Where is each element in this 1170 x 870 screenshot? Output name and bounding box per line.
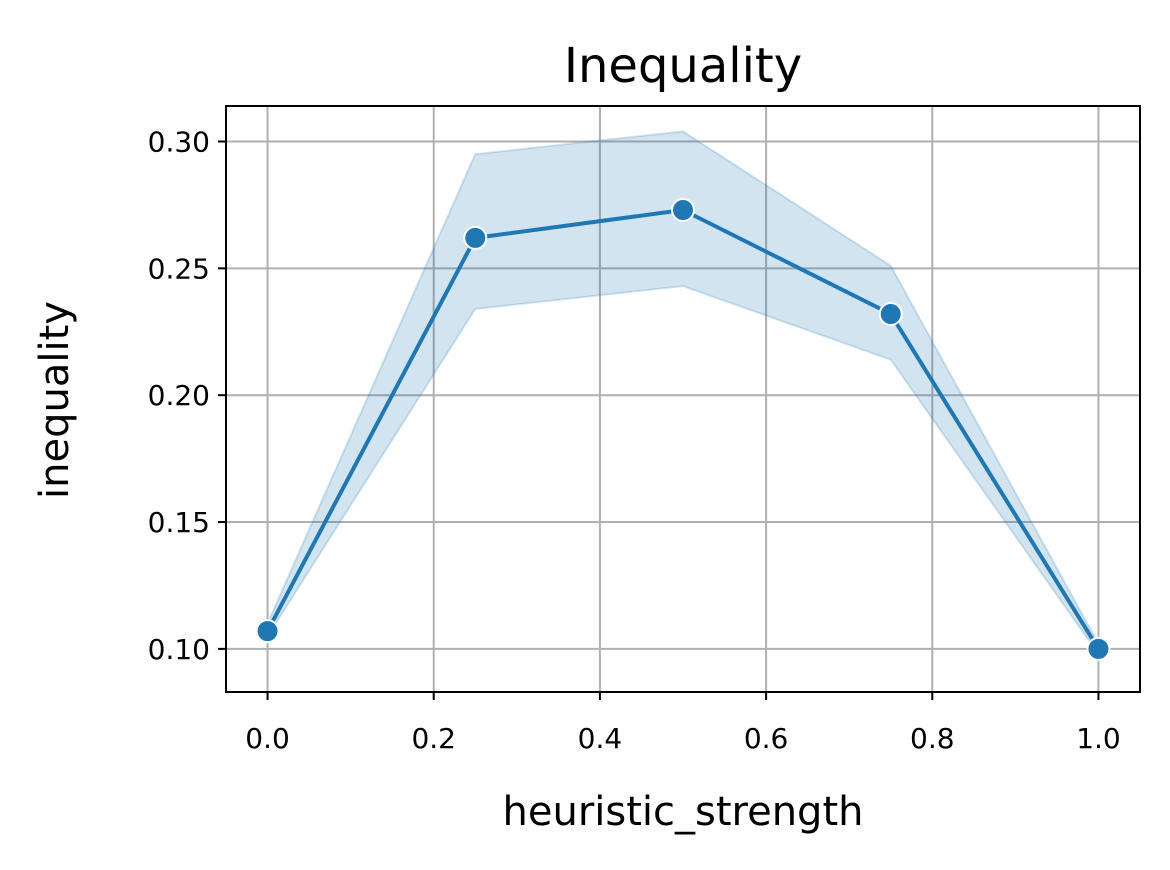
x-axis-label: heuristic_strength xyxy=(503,789,864,835)
data-point xyxy=(1086,636,1111,661)
plot-frame xyxy=(225,105,1141,693)
y-tick-label: 0.10 xyxy=(148,633,210,666)
data-point xyxy=(671,198,695,223)
grid-lines xyxy=(226,106,1140,692)
y-axis-label: inequality xyxy=(32,301,78,499)
y-axis-ticks: 0.10 0.15 0.20 0.25 0.30 xyxy=(148,126,226,666)
x-tick-label: 0.4 xyxy=(578,722,623,755)
x-tick-label: 0.2 xyxy=(411,722,456,755)
series-markers xyxy=(255,198,1111,661)
y-tick-label: 0.15 xyxy=(148,506,210,539)
x-tick-label: 0.0 xyxy=(245,722,290,755)
data-point xyxy=(878,302,903,327)
x-tick-label: 0.6 xyxy=(744,722,789,755)
y-tick-label: 0.30 xyxy=(148,126,210,159)
y-tick-label: 0.25 xyxy=(148,252,210,285)
data-point xyxy=(463,225,488,250)
y-tick-label: 0.20 xyxy=(148,379,210,412)
chart-title: Inequality xyxy=(564,38,802,94)
data-point xyxy=(255,619,280,644)
x-axis-ticks: 0.0 0.2 0.4 0.6 0.8 1.0 xyxy=(245,692,1121,755)
x-tick-label: 1.0 xyxy=(1076,722,1121,755)
x-tick-label: 0.8 xyxy=(910,722,955,755)
